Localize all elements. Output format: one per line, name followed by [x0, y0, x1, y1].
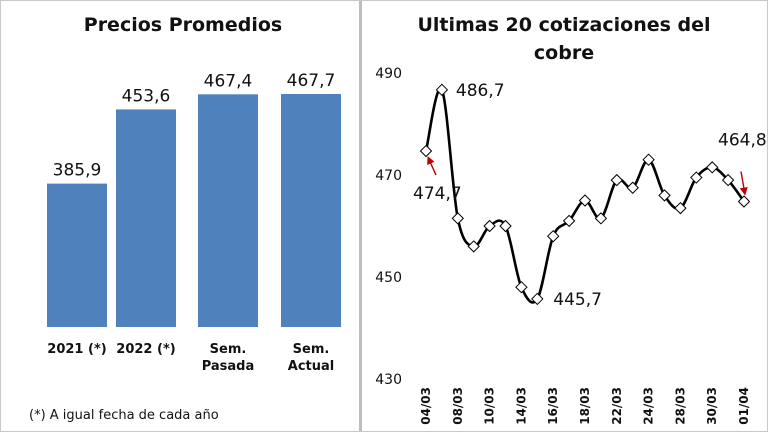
- panel-divider: [359, 1, 362, 431]
- x-axis-ticks: 04/03 08/03 10/03 14/03 16/03 18/03 22/03 24/03…: [419, 387, 751, 425]
- data-point-16-03: [546, 229, 560, 243]
- data-point-01-04: [737, 195, 751, 208]
- data-point-17-03: [562, 214, 576, 228]
- x-tick-14-03: 14/03: [514, 387, 528, 425]
- data-point-15-03: [531, 292, 544, 306]
- annotation-0: 474,7: [413, 184, 462, 204]
- x-tick-08-03: 08/03: [451, 387, 465, 425]
- bar-category-label-2-1: Pasada: [202, 359, 255, 374]
- data-point-23-03: [626, 181, 639, 194]
- data-point-10-03: [483, 219, 496, 233]
- bar-value-label-2: 467,4: [204, 71, 253, 91]
- data-point-22-03: [610, 173, 624, 187]
- data-point-31-03: [721, 173, 735, 187]
- x-tick-01-04: 01/04: [737, 387, 751, 425]
- y-tick-430: 430: [375, 372, 402, 388]
- y-tick-450: 450: [375, 270, 402, 286]
- annotation-arrow-3: [739, 171, 748, 196]
- bar-2: [198, 94, 258, 327]
- line-annotations: 474,7 486,7 445,7 464,8: [413, 81, 767, 310]
- price-series-markers: [419, 83, 751, 306]
- data-point-30-03: [705, 161, 719, 174]
- bar-value-label-3: 467,7: [287, 71, 336, 91]
- bar-category-label-2-0: Sem.: [210, 342, 247, 357]
- annotation-2: 445,7: [553, 290, 602, 310]
- data-point-25-03: [658, 189, 671, 202]
- data-point-28-03: [674, 201, 687, 215]
- data-point-18-03: [578, 194, 592, 207]
- x-tick-24-03: 24/03: [642, 387, 656, 425]
- x-tick-28-03: 28/03: [673, 387, 687, 425]
- data-point-08-03: [451, 212, 465, 225]
- annotation-1: 486,7: [456, 81, 505, 101]
- line-chart-title-line-2: cobre: [534, 42, 594, 64]
- data-point-04-03: [419, 144, 433, 158]
- bar-1: [116, 109, 176, 327]
- bar-chart-title: Precios Promedios: [84, 14, 282, 36]
- data-point-21-03: [594, 212, 608, 225]
- x-tick-16-03: 16/03: [546, 387, 560, 425]
- data-point-29-03: [690, 171, 703, 184]
- x-tick-18-03: 18/03: [578, 387, 592, 425]
- annotation-arrow-0: [427, 156, 437, 176]
- line-chart-title-line-1: Ultimas 20 cotizaciones del: [417, 14, 710, 36]
- x-tick-04-03: 04/03: [419, 387, 433, 425]
- bar-category-label-3-1: Actual: [288, 359, 334, 374]
- data-point-09-03: [467, 240, 480, 253]
- bar-value-label-1: 453,6: [122, 86, 171, 106]
- footnote: (*) A igual fecha de cada año: [29, 408, 219, 423]
- y-axis-ticks: 430 450 470 490: [375, 66, 402, 388]
- data-point-24-03: [642, 153, 655, 166]
- data-point-14-03: [515, 280, 528, 294]
- bar-category-label-0-0: 2021 (*): [47, 342, 106, 357]
- data-point-11-03: [499, 219, 512, 233]
- x-tick-22-03: 22/03: [610, 387, 624, 425]
- x-tick-30-03: 30/03: [705, 387, 719, 425]
- data-point-07-03: [435, 83, 449, 97]
- annotation-3: 464,8: [718, 131, 767, 151]
- bar-3: [281, 94, 341, 327]
- bar-value-label-0: 385,9: [53, 161, 102, 181]
- x-tick-10-03: 10/03: [483, 387, 497, 425]
- y-tick-470: 470: [375, 168, 402, 184]
- bar-0: [47, 183, 107, 327]
- bar-category-label-1-0: 2022 (*): [116, 342, 175, 357]
- y-tick-490: 490: [375, 66, 402, 82]
- bar-category-label-3-0: Sem.: [293, 342, 330, 357]
- bar-group: 385,9 2021 (*) 453,6 2022 (*) 467,4 Sem. Pasad…: [47, 71, 341, 374]
